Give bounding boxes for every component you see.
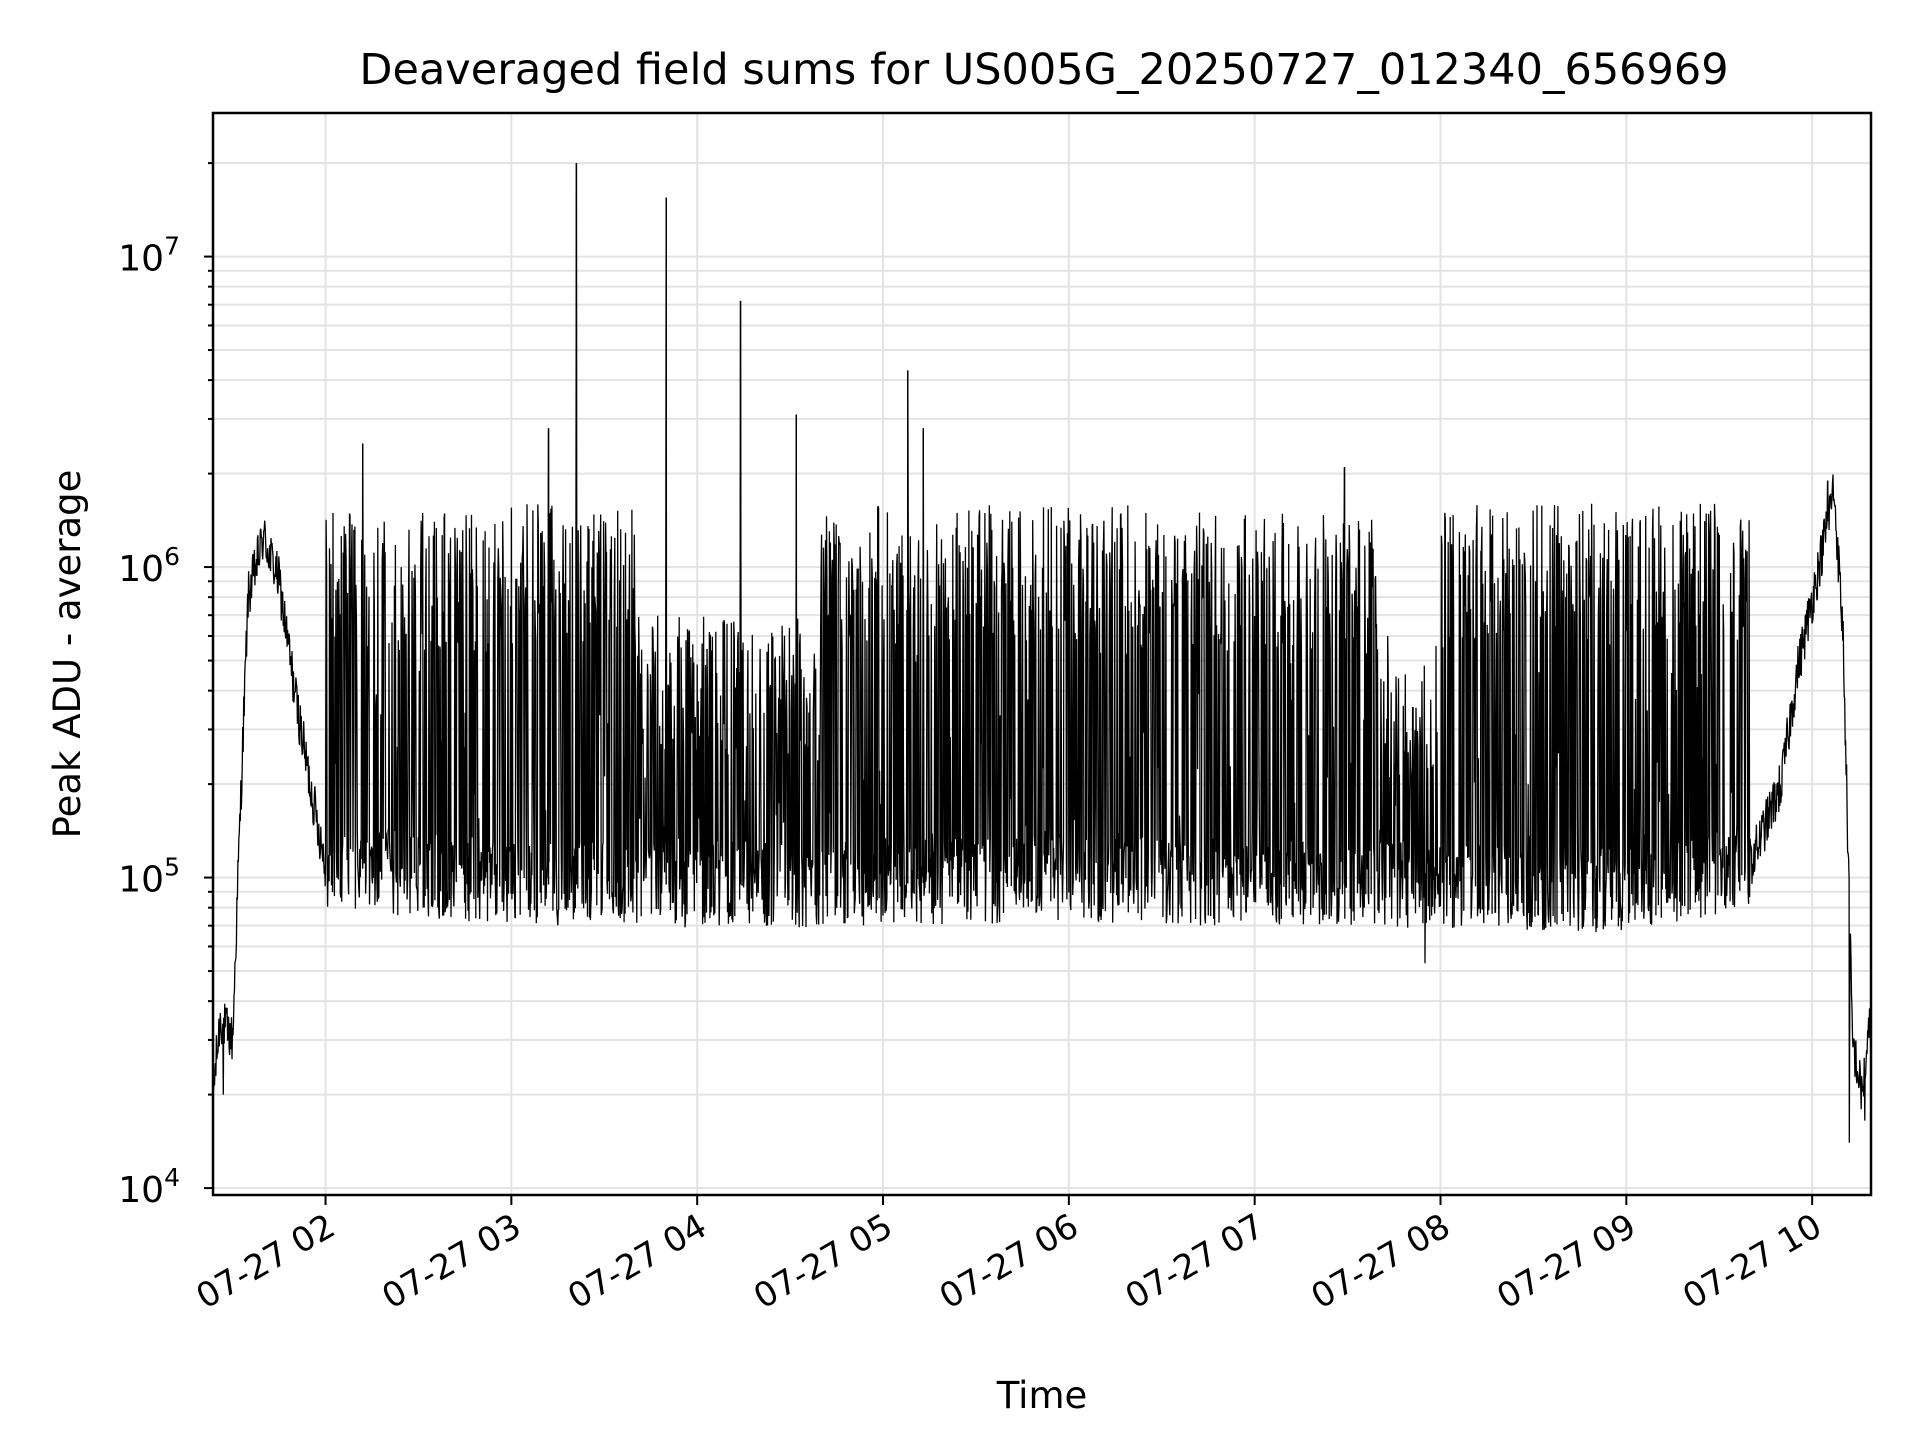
data-layer: [212, 163, 1872, 1143]
y-tick-label: 104: [118, 1163, 180, 1211]
x-axis-label: Time: [996, 1374, 1088, 1417]
y-axis-label: Peak ADU - average: [46, 470, 89, 839]
y-tick-label: 107: [118, 232, 180, 280]
y-tick-label: 106: [118, 542, 180, 590]
series-line: [212, 163, 1872, 1143]
plot-area-frame: [211, 111, 1873, 1197]
chart-title: Deaveraged field sums for US005G_2025072…: [359, 45, 1728, 95]
y-tick-label: 105: [118, 853, 180, 901]
